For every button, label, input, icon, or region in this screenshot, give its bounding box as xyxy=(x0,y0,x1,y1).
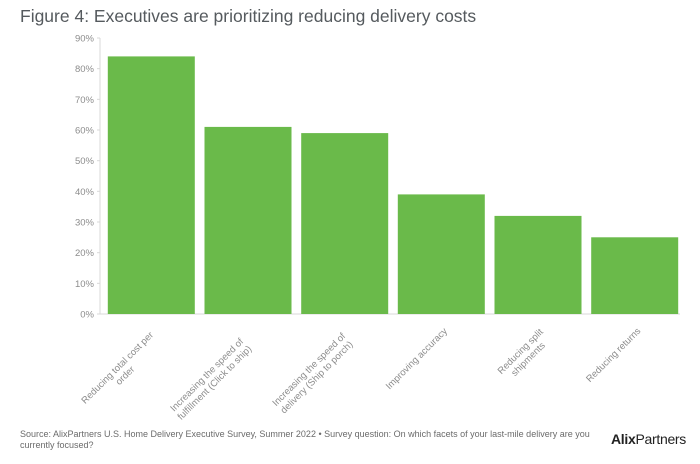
y-tick-label: 80% xyxy=(75,64,95,75)
x-tick-label: Reducing splitshipments xyxy=(496,326,554,384)
y-tick-label: 90% xyxy=(75,34,95,45)
y-tick-label: 10% xyxy=(75,279,95,290)
x-tick-label: Increasing the speed offulfillment (Clic… xyxy=(168,336,254,422)
logo-partners: Partners xyxy=(635,431,686,447)
bars xyxy=(107,56,679,315)
x-tick-label: Reducing returns xyxy=(584,326,643,385)
bar xyxy=(301,133,389,314)
y-tick-label: 0% xyxy=(80,310,94,321)
logo-alix: Alix xyxy=(611,431,636,447)
y-tick-label: 50% xyxy=(75,156,95,167)
chart-title: Figure 4: Executives are prioritizing re… xyxy=(20,6,477,26)
bar xyxy=(204,126,292,315)
x-tick-label: Improving accuracy xyxy=(384,326,450,392)
y-tick-label: 40% xyxy=(75,187,95,198)
bar xyxy=(494,215,582,314)
x-axis-labels: Reducing total cost perorder Increasing t… xyxy=(79,326,643,423)
y-tick-label: 70% xyxy=(75,95,95,106)
bar xyxy=(591,237,679,314)
y-tick-label: 30% xyxy=(75,218,95,229)
x-tick-label: Increasing the speed ofdelivery (Ship to… xyxy=(270,331,356,417)
bar xyxy=(397,194,485,314)
y-axis: 0% 10% 20% 30% 40% 50% 60% 70% 80% 90% xyxy=(75,34,680,321)
y-tick-label: 20% xyxy=(75,248,95,259)
source-note: Source: AlixPartners U.S. Home Delivery … xyxy=(20,429,590,450)
brand-logo: AlixPartners xyxy=(611,431,686,447)
y-tick-label: 60% xyxy=(75,126,95,137)
bar xyxy=(107,56,195,315)
x-tick-label: Reducing total cost perorder xyxy=(79,330,163,414)
